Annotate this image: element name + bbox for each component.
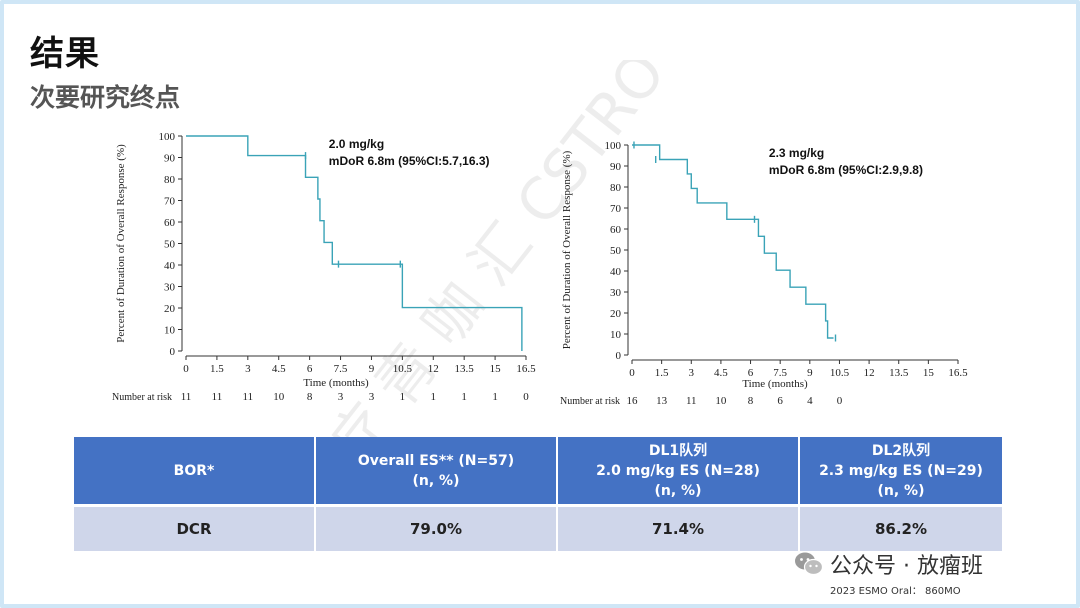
cell-dcr-overall: 79.0% [315, 504, 558, 551]
risk-value: 8 [748, 395, 754, 407]
risk-value: 10 [273, 391, 285, 403]
survival-curve [186, 135, 523, 351]
x-tick-label: 12 [428, 363, 439, 375]
km-chart-2-3-mgkg: 0 10 20 30 40 50 60 70 80 90 100 0 1.5 3 4.5 6 7.5 9 10.5 1… [548, 132, 968, 414]
y-tick-label: 0 [616, 350, 622, 362]
header-dl2: DL2队列 2.3 mg/kg ES (N=29) (n, %) [799, 437, 1002, 506]
y-tick-label: 90 [164, 153, 176, 165]
x-tick-label: 6 [748, 367, 754, 379]
risk-table-label: Number at risk [560, 396, 620, 407]
x-tick-label: 13.5 [455, 363, 475, 375]
bor-table-header-row: BOR* Overall ES** (N=57) (n, %) DL1队列 2.… [74, 437, 1002, 506]
cell-dcr-label: DCR [74, 504, 316, 551]
y-tick-label: 10 [164, 325, 176, 337]
x-tick-label: 15 [490, 363, 502, 375]
y-tick-label: 0 [170, 346, 176, 358]
y-tick-label: 20 [164, 303, 176, 315]
risk-value: 1 [492, 391, 498, 403]
risk-value: 6 [777, 395, 783, 407]
slide-subtitle: 次要研究终点 [30, 83, 181, 112]
risk-value: 11 [212, 391, 223, 403]
risk-value: 0 [523, 391, 529, 403]
y-tick-label: 60 [610, 224, 622, 236]
y-tick-label: 90 [610, 161, 622, 173]
slide-title: 结果 [30, 34, 100, 74]
wechat-icon [795, 552, 824, 576]
x-tick-label: 1.5 [210, 363, 224, 375]
wechat-account: 公众号 · 放瘤班 [830, 554, 983, 579]
y-tick-label: 10 [610, 329, 622, 341]
x-tick-label: 9 [807, 367, 813, 379]
x-tick-label: 13.5 [889, 367, 909, 379]
x-tick-label: 3 [689, 367, 695, 379]
x-tick-label: 10.5 [830, 367, 850, 379]
y-tick-label: 70 [164, 196, 176, 208]
header-overall-es: Overall ES** (N=57) (n, %) [315, 437, 558, 506]
annotation-line: 2.3 mg/kg [769, 146, 824, 160]
y-tick-label: 40 [610, 266, 622, 278]
risk-value: 13 [656, 395, 668, 407]
risk-value: 11 [181, 391, 192, 403]
risk-value: 8 [307, 391, 313, 403]
x-tick-label: 16.5 [948, 367, 968, 379]
y-tick-label: 30 [610, 287, 622, 299]
bor-table: BOR* Overall ES** (N=57) (n, %) DL1队列 2.… [74, 437, 1002, 551]
y-tick-label: 80 [610, 182, 622, 194]
risk-value: 1 [461, 391, 467, 403]
y-tick-label: 100 [605, 140, 622, 152]
risk-value: 11 [686, 395, 697, 407]
survival-curve [632, 144, 834, 339]
risk-value: 3 [338, 391, 344, 403]
y-tick-label: 50 [164, 239, 176, 251]
y-tick-label: 100 [159, 131, 176, 143]
x-tick-label: 9 [369, 363, 375, 375]
x-tick-label: 0 [629, 367, 635, 379]
x-tick-label: 3 [245, 363, 251, 375]
y-tick-label: 30 [164, 282, 176, 294]
y-axis-label: Percent of Duration of Overall Response … [561, 150, 573, 349]
risk-value: 16 [627, 395, 639, 407]
risk-value: 1 [400, 391, 406, 403]
x-tick-label: 15 [923, 367, 935, 379]
x-tick-label: 12 [864, 367, 875, 379]
header-bor: BOR* [74, 437, 316, 506]
x-tick-label: 1.5 [655, 367, 669, 379]
x-tick-label: 7.5 [773, 367, 787, 379]
cell-dcr-dl2: 86.2% [799, 504, 1002, 551]
annotation-line: mDoR 6.8m (95%CI:5.7,16.3) [329, 154, 490, 168]
x-axis-label: Time (months) [742, 378, 808, 390]
y-tick-label: 70 [610, 203, 622, 215]
risk-value: 10 [715, 395, 727, 407]
y-axis-label: Percent of Duration of Overall Response … [115, 144, 127, 343]
x-tick-label: 6 [307, 363, 313, 375]
km-chart-2-0-mgkg: 0 10 20 30 40 50 60 70 80 90 100 0 1.5 3 4.5 6 7.5 9 10.5 1… [100, 124, 540, 414]
risk-table-label: Number at risk [112, 392, 172, 403]
x-axis-label: Time (months) [303, 377, 369, 389]
risk-value: 1 [431, 391, 437, 403]
y-tick-label: 80 [164, 174, 176, 186]
risk-value: 4 [807, 395, 813, 407]
header-dl1: DL1队列 2.0 mg/kg ES (N=28) (n, %) [557, 437, 800, 506]
x-tick-label: 4.5 [272, 363, 286, 375]
footnote: 2023 ESMO Oral： 860MO [830, 586, 961, 597]
y-tick-label: 50 [610, 245, 622, 257]
risk-value: 3 [369, 391, 375, 403]
y-tick-label: 40 [164, 260, 176, 272]
y-tick-label: 60 [164, 217, 176, 229]
y-tick-label: 20 [610, 308, 622, 320]
wechat-badge: 公众号 · 放瘤班 [794, 548, 983, 580]
annotation-line: mDoR 6.8m (95%CI:2.9,9.8) [769, 163, 923, 177]
x-tick-label: 4.5 [714, 367, 728, 379]
table-row-dcr: DCR 79.0% 71.4% 86.2% [74, 504, 1002, 551]
cell-dcr-dl1: 71.4% [557, 504, 800, 551]
x-tick-label: 0 [183, 363, 189, 375]
risk-value: 11 [243, 391, 254, 403]
x-tick-label: 10.5 [393, 363, 413, 375]
risk-value: 0 [837, 395, 843, 407]
annotation-line: 2.0 mg/kg [329, 137, 384, 151]
x-tick-label: 16.5 [516, 363, 536, 375]
x-tick-label: 7.5 [334, 363, 348, 375]
